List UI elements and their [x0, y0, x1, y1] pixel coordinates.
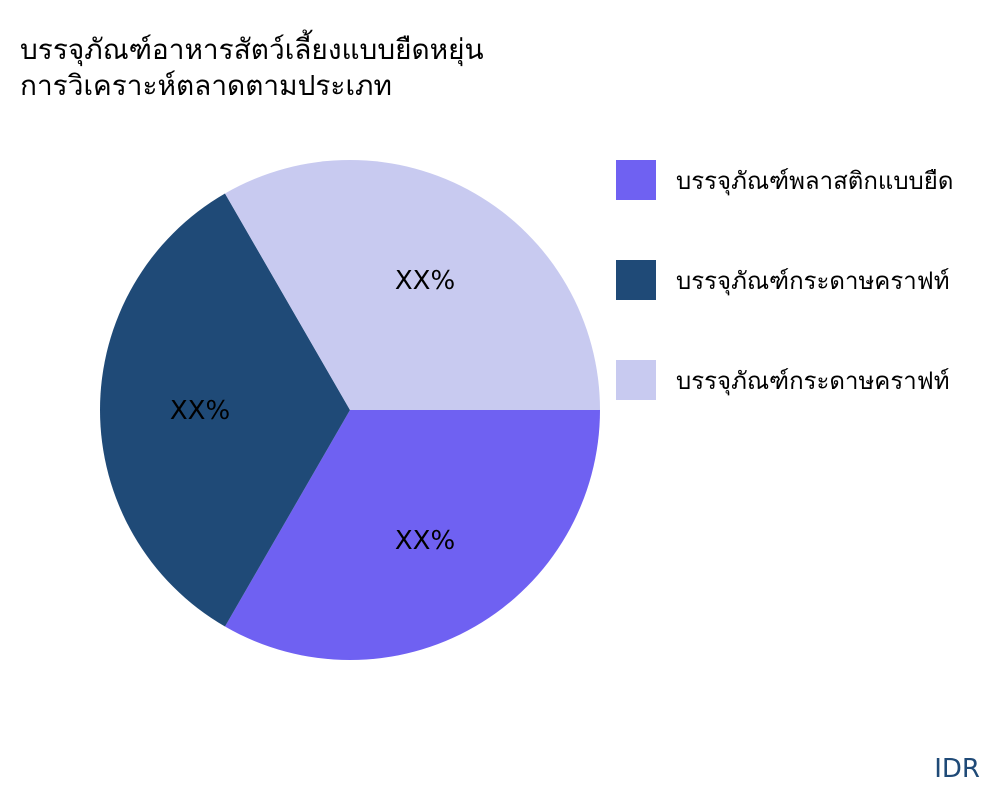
legend-item-2: บรรจุภัณฑ์กระดาษคราฟท์: [616, 360, 950, 400]
slice-label-2: XX%: [395, 266, 455, 296]
legend-swatch: [616, 360, 656, 400]
legend-label: บรรจุภัณฑ์พลาสติกแบบยืด: [676, 166, 954, 195]
legend-item-0: บรรจุภัณฑ์พลาสติกแบบยืด: [616, 160, 953, 200]
legend-item-1: บรรจุภัณฑ์กระดาษคราฟท์: [616, 260, 950, 300]
legend-label: บรรจุภัณฑ์กระดาษคราฟท์: [676, 266, 950, 295]
pie-slice-2: [225, 160, 600, 410]
legend-swatch: [616, 260, 656, 300]
slice-label-0: XX%: [395, 526, 455, 556]
source-label: IDR: [934, 754, 980, 784]
pie-slice-0: [225, 410, 600, 660]
legend-swatch: [616, 160, 656, 200]
legend-label: บรรจุภัณฑ์กระดาษคราฟท์: [676, 366, 950, 395]
slice-label-1: XX%: [170, 396, 230, 426]
chart-title: บรรจุภัณฑ์อาหารสัตว์เลี้ยงแบบยืดหยุ่น กา…: [20, 33, 484, 102]
